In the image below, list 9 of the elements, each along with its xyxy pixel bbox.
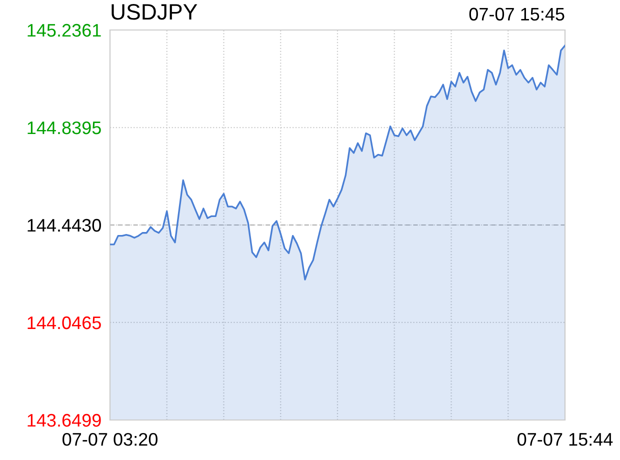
x-tick-label: 07-07 03:20 <box>62 432 158 446</box>
chart-title: USDJPY <box>112 4 198 20</box>
text: 07-07 15:45 <box>469 8 564 21</box>
y-tick-label: 144.8395 <box>28 121 101 134</box>
x-tick-label: 07-07 15:44 <box>518 432 613 446</box>
y-tick-label: 144.0465 <box>28 316 101 330</box>
y-tick-label: 144.4430 <box>28 218 101 232</box>
y-tick-label: 145.2361 <box>28 24 101 37</box>
y-tick-label: 143.6499 <box>28 414 101 427</box>
